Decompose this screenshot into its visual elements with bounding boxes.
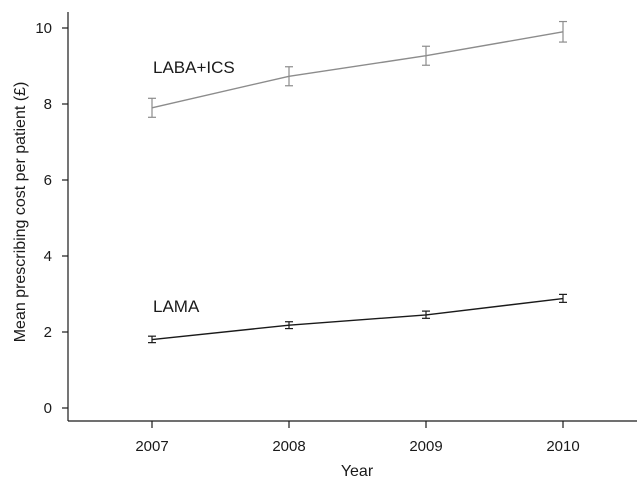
series-laba-ics: LABA+ICS xyxy=(148,20,567,118)
series-label: LABA+ICS xyxy=(153,58,235,77)
x-axis-ticks: 2007 2008 2009 2010 xyxy=(135,421,580,455)
series-group: LABA+ICS LAMA xyxy=(148,20,567,344)
y-tick-label: 6 xyxy=(44,172,52,189)
y-tick-label: 2 xyxy=(44,324,52,341)
y-tick-label: 10 xyxy=(35,20,52,37)
x-tick-label: 2008 xyxy=(272,438,305,455)
y-axis-title: Mean prescribing cost per patient (£) xyxy=(12,82,29,343)
x-tick-label: 2010 xyxy=(546,438,579,455)
x-axis-title: Year xyxy=(341,463,374,480)
x-tick-label: 2007 xyxy=(135,438,168,455)
series-line xyxy=(151,297,564,341)
y-tick-label: 0 xyxy=(44,400,52,417)
y-axis-ticks: 0 2 4 6 8 10 xyxy=(35,20,68,417)
series-line xyxy=(151,31,564,109)
series-label: LAMA xyxy=(153,297,200,316)
series-lama: LAMA xyxy=(148,293,567,344)
y-tick-label: 8 xyxy=(44,96,52,113)
y-tick-label: 4 xyxy=(44,248,52,265)
x-tick-label: 2009 xyxy=(409,438,442,455)
